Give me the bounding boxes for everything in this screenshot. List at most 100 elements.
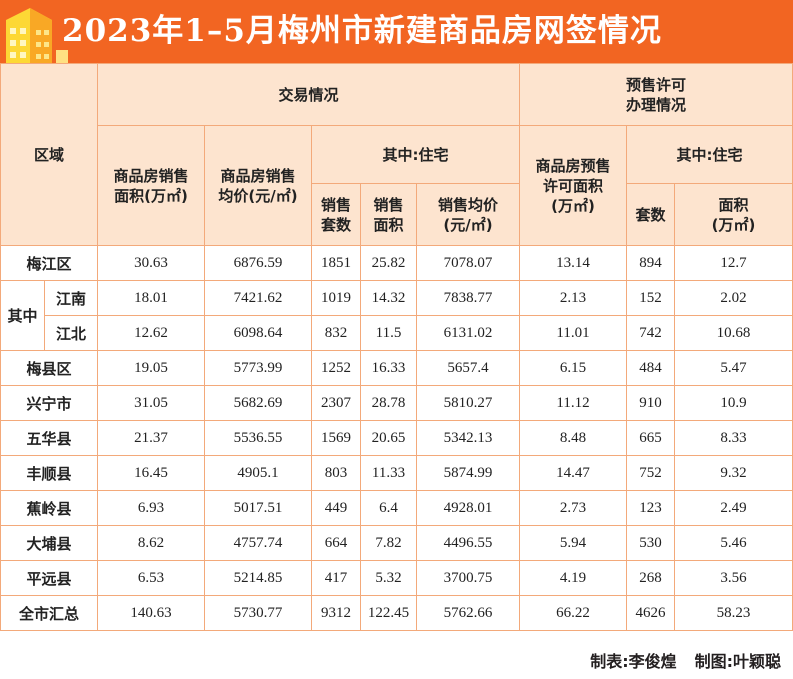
cell-count: 1019 [311, 280, 362, 316]
cell-presale-area: 66.22 [519, 595, 628, 631]
cell-avg-price: 5017.51 [204, 490, 313, 526]
cell-res-area: 14.32 [360, 280, 418, 316]
cell-avg-price: 4757.74 [204, 525, 313, 561]
cell-presale-res-area: 3.56 [674, 560, 793, 596]
row-region: 蕉岭县 [0, 490, 99, 526]
cell-res-area: 25.82 [360, 245, 418, 281]
cell-count: 1252 [311, 350, 362, 386]
cell-area: 31.05 [97, 385, 206, 421]
cell-count: 449 [311, 490, 362, 526]
row-region: 江南 [43, 280, 99, 316]
cell-area: 140.63 [97, 595, 206, 631]
cell-res-area: 16.33 [360, 350, 418, 386]
cell-presale-count: 484 [626, 350, 676, 386]
cell-avg-price: 4905.1 [204, 455, 313, 491]
table-row: 五华县 21.37 5536.55 1569 20.65 5342.13 8.48 665 8.… [0, 420, 793, 456]
cell-presale-area: 6.15 [519, 350, 628, 386]
cell-presale-count: 4626 [626, 595, 676, 631]
table-credit: 制表:李俊煌 [590, 652, 677, 671]
cell-res-area: 6.4 [360, 490, 418, 526]
cell-res-avg: 5657.4 [416, 350, 521, 386]
table-row: 梅县区 19.05 5773.99 1252 16.33 5657.4 6.15 484 5.4… [0, 350, 793, 386]
cell-area: 21.37 [97, 420, 206, 456]
cell-res-avg: 5810.27 [416, 385, 521, 421]
cell-presale-area: 11.01 [519, 315, 628, 351]
table-row: 梅江区 30.63 6876.59 1851 25.82 7078.07 13.14 894 1… [0, 245, 793, 281]
cell-count: 1569 [311, 420, 362, 456]
cell-avg-price: 5773.99 [204, 350, 313, 386]
cell-res-avg: 4928.01 [416, 490, 521, 526]
cell-presale-res-area: 2.49 [674, 490, 793, 526]
cell-count: 417 [311, 560, 362, 596]
cell-res-area: 20.65 [360, 420, 418, 456]
row-region: 大埔县 [0, 525, 99, 561]
cell-presale-area: 14.47 [519, 455, 628, 491]
table-row: 丰顺县 16.45 4905.1 803 11.33 5874.99 14.47 752 9.3… [0, 455, 793, 491]
qizhong-label: 其中 [0, 280, 45, 351]
cell-avg-price: 7421.62 [204, 280, 313, 316]
cell-area: 6.93 [97, 490, 206, 526]
header-presale-area: 商品房预售 许可面积 (万㎡) [519, 125, 628, 246]
header-presale-count: 套数 [626, 183, 676, 246]
cell-presale-count: 894 [626, 245, 676, 281]
header-res-sales-area: 销售 面积 [360, 183, 418, 246]
cell-area: 8.62 [97, 525, 206, 561]
table-row: 全市汇总 140.63 5730.77 9312 122.45 5762.66 66.22 4… [0, 595, 793, 631]
cell-presale-res-area: 10.9 [674, 385, 793, 421]
header-avg-price: 商品房销售 均价(元/㎡) [204, 125, 313, 246]
cell-avg-price: 5214.85 [204, 560, 313, 596]
cell-presale-area: 2.13 [519, 280, 628, 316]
cell-presale-res-area: 5.47 [674, 350, 793, 386]
table-row: 大埔县 8.62 4757.74 664 7.82 4496.55 5.94 530 5.46 [0, 525, 793, 561]
cell-count: 1851 [311, 245, 362, 281]
cell-presale-area: 11.12 [519, 385, 628, 421]
row-region: 兴宁市 [0, 385, 99, 421]
table-row: 其中 江南 18.01 7421.62 1019 14.32 7838.77 2.13 152 2… [0, 280, 793, 351]
cell-presale-count: 742 [626, 315, 676, 351]
row-region: 全市汇总 [0, 595, 99, 631]
cell-avg-price: 6098.64 [204, 315, 313, 351]
header-residential-presale: 其中:住宅 [626, 125, 793, 184]
page-title: 2023年1–5月梅州市新建商品房网签情况 [62, 13, 662, 49]
cell-avg-price: 5536.55 [204, 420, 313, 456]
title-banner: 2023年1–5月梅州市新建商品房网签情况 [0, 0, 793, 63]
cell-presale-res-area: 12.7 [674, 245, 793, 281]
cell-presale-area: 13.14 [519, 245, 628, 281]
graphic-credit: 制图:叶颖聪 [694, 652, 781, 671]
cell-presale-count: 152 [626, 280, 676, 316]
cell-presale-count: 910 [626, 385, 676, 421]
table-row: 蕉岭县 6.93 5017.51 449 6.4 4928.01 2.73 123 2.49 [0, 490, 793, 526]
table-row: 兴宁市 31.05 5682.69 2307 28.78 5810.27 11.12 910 1… [0, 385, 793, 421]
cell-avg-price: 6876.59 [204, 245, 313, 281]
cell-count: 2307 [311, 385, 362, 421]
cell-res-avg: 7078.07 [416, 245, 521, 281]
cell-res-avg: 6131.02 [416, 315, 521, 351]
cell-res-area: 11.33 [360, 455, 418, 491]
cell-presale-count: 665 [626, 420, 676, 456]
housing-sales-table: 区域 交易情况 预售许可 办理情况 商品房销售 面积(万㎡) 商品房销售 均价(… [0, 63, 793, 631]
cell-res-avg: 4496.55 [416, 525, 521, 561]
credits: 制表:李俊煌 制图:叶颖聪 [572, 648, 781, 672]
cell-presale-count: 123 [626, 490, 676, 526]
header-sales-count: 销售 套数 [311, 183, 362, 246]
cell-area: 30.63 [97, 245, 206, 281]
row-region: 平远县 [0, 560, 99, 596]
cell-area: 18.01 [97, 280, 206, 316]
cell-presale-area: 5.94 [519, 525, 628, 561]
cell-area: 19.05 [97, 350, 206, 386]
header-sales-area: 商品房销售 面积(万㎡) [97, 125, 206, 246]
table-row: 平远县 6.53 5214.85 417 5.32 3700.75 4.19 268 3.56 [0, 560, 793, 596]
cell-avg-price: 5730.77 [204, 595, 313, 631]
cell-avg-price: 5682.69 [204, 385, 313, 421]
cell-res-avg: 5342.13 [416, 420, 521, 456]
cell-area: 12.62 [97, 315, 206, 351]
row-region: 梅县区 [0, 350, 99, 386]
cell-count: 832 [311, 315, 362, 351]
cell-presale-area: 2.73 [519, 490, 628, 526]
cell-presale-count: 268 [626, 560, 676, 596]
table-row: 江北 12.62 6098.64 832 11.5 6131.02 11.01 742 10.6… [1, 315, 793, 351]
header-residential-trade: 其中:住宅 [311, 125, 521, 184]
cell-presale-res-area: 2.02 [674, 280, 793, 316]
cell-presale-area: 8.48 [519, 420, 628, 456]
row-region: 江北 [43, 315, 99, 351]
